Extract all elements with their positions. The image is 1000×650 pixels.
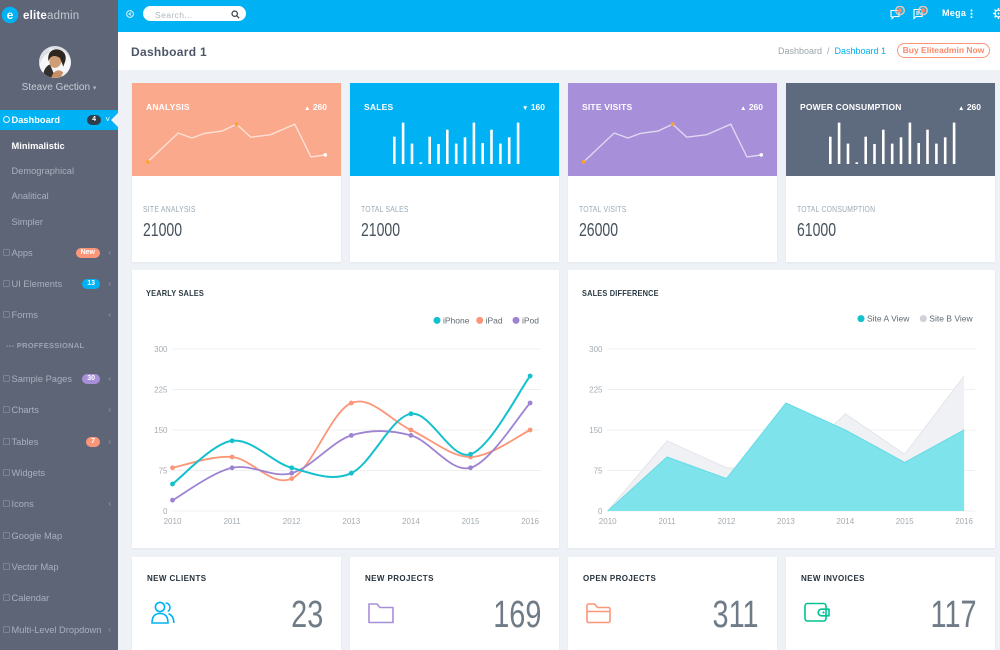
svg-text:2011: 2011	[223, 517, 241, 526]
svg-text:2012: 2012	[718, 517, 736, 526]
svg-text:Site B View: Site B View	[929, 314, 973, 324]
svg-text:2013: 2013	[777, 517, 795, 526]
svg-text:iPad: iPad	[486, 315, 503, 325]
svg-text:e: e	[7, 8, 14, 22]
svg-text:Site A View: Site A View	[867, 314, 910, 324]
svg-text:150: 150	[589, 426, 603, 435]
svg-text:150: 150	[154, 426, 168, 435]
svg-text:300: 300	[154, 345, 168, 354]
svg-text:2015: 2015	[896, 517, 914, 526]
svg-text:2014: 2014	[402, 517, 420, 526]
svg-text:iPod: iPod	[522, 315, 539, 325]
svg-text:2013: 2013	[342, 517, 360, 526]
svg-text:iPhone: iPhone	[443, 315, 470, 325]
svg-text:75: 75	[159, 467, 168, 476]
svg-text:2014: 2014	[836, 517, 854, 526]
svg-text:225: 225	[154, 386, 168, 395]
svg-text:2010: 2010	[164, 517, 182, 526]
svg-text:2015: 2015	[462, 517, 480, 526]
svg-text:2010: 2010	[599, 517, 617, 526]
svg-text:0: 0	[598, 507, 603, 516]
svg-text:75: 75	[594, 467, 603, 476]
svg-text:2012: 2012	[283, 517, 301, 526]
svg-text:0: 0	[163, 507, 168, 516]
svg-text:225: 225	[589, 386, 603, 395]
svg-text:2011: 2011	[658, 517, 676, 526]
svg-text:2016: 2016	[521, 517, 539, 526]
svg-text:300: 300	[589, 345, 603, 354]
svg-text:2016: 2016	[955, 517, 973, 526]
